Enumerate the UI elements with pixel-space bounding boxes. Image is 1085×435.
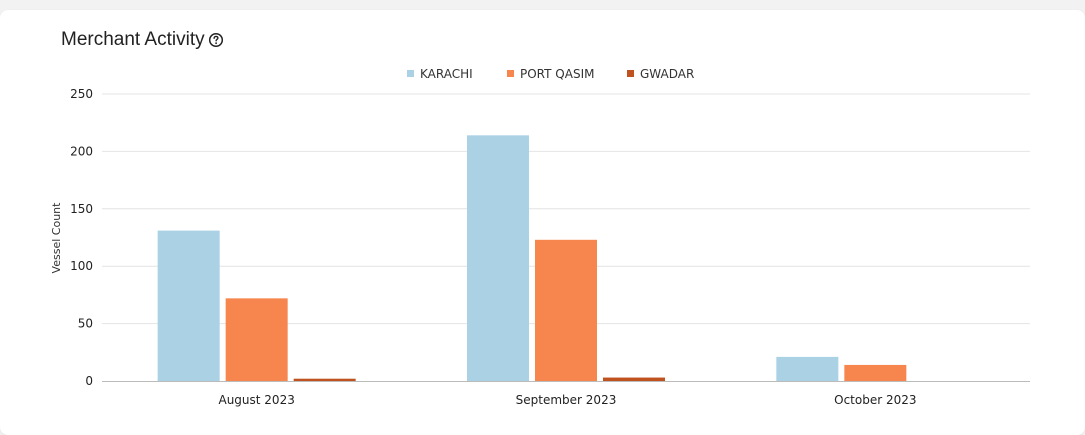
x-tick-label: September 2023 (516, 393, 617, 407)
bar-karachi-2[interactable] (776, 356, 839, 381)
legend-label: KARACHI (420, 67, 473, 81)
x-axis-ticks: August 2023 September 2023 October 2023 (218, 393, 916, 407)
bar-gwadar-1[interactable] (603, 377, 665, 381)
legend-item-port-qasim[interactable]: PORT QASIM (507, 67, 594, 81)
x-tick-label: October 2023 (834, 393, 916, 407)
bar-port-qasim-2[interactable] (844, 364, 907, 381)
y-axis-ticks: 0 50 100 150 200 250 (70, 87, 93, 388)
bar-karachi-0[interactable] (157, 230, 220, 381)
card-header: Merchant Activity (61, 29, 224, 51)
y-tick-label: 150 (70, 202, 93, 216)
legend-item-gwadar[interactable]: GWADAR (627, 67, 694, 81)
chart-bars (157, 135, 907, 381)
question-circle-icon[interactable] (208, 32, 224, 48)
x-tick-label: August 2023 (218, 393, 294, 407)
chart-legend: KARACHI PORT QASIM GWADAR (407, 67, 694, 81)
bar-port-qasim-0[interactable] (225, 298, 288, 381)
card-title: Merchant Activity (61, 29, 205, 50)
legend-label: PORT QASIM (520, 67, 594, 81)
y-tick-label: 200 (70, 144, 93, 158)
legend-item-karachi[interactable]: KARACHI (407, 67, 473, 81)
bar-port-qasim-1[interactable] (535, 239, 597, 381)
legend-swatch (627, 70, 634, 77)
legend-swatch (507, 70, 514, 77)
y-tick-label: 100 (70, 259, 93, 273)
legend-swatch (407, 70, 414, 77)
legend-label: GWADAR (640, 67, 694, 81)
y-tick-label: 0 (85, 374, 93, 388)
y-tick-label: 250 (70, 87, 93, 101)
y-axis-label: Vessel Count (50, 202, 63, 274)
y-tick-label: 50 (78, 317, 93, 331)
bar-karachi-1[interactable] (467, 135, 529, 381)
bar-gwadar-0[interactable] (293, 378, 356, 381)
